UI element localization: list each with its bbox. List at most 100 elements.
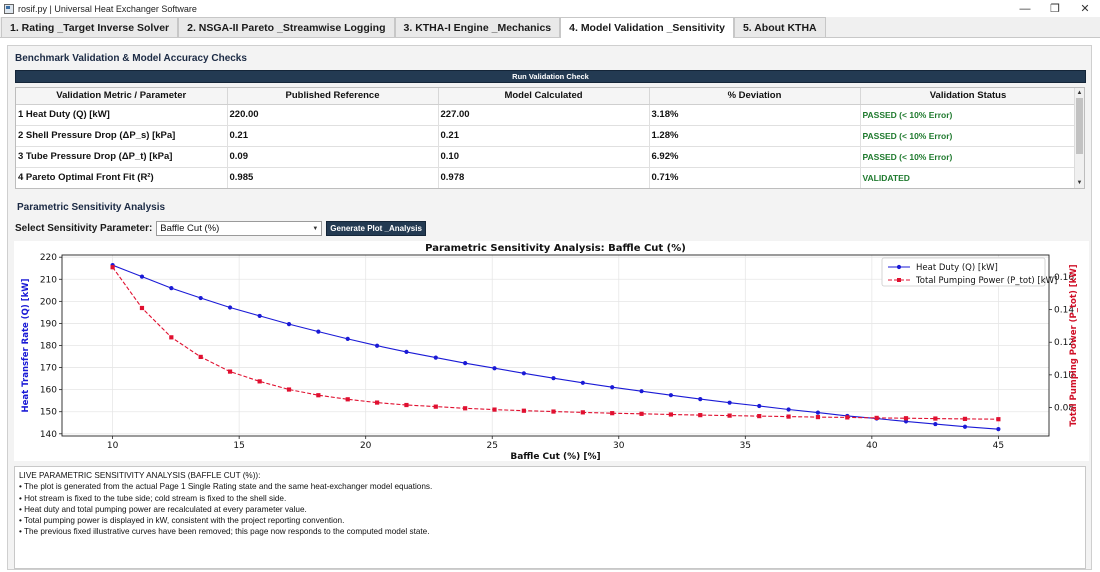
pumping-power-point — [169, 335, 174, 340]
tab-content-panel: Benchmark Validation & Model Accuracy Ch… — [7, 45, 1092, 570]
heat-duty-point — [345, 336, 350, 341]
column-header[interactable]: Model Calculated — [438, 88, 650, 105]
status-cell: PASSED (< 10% Error) — [860, 146, 1077, 168]
validation-table: Validation Metric / Parameter Published … — [15, 87, 1085, 189]
parameter-selector-row: Select Sensitivity Parameter: Baffle Cut… — [15, 221, 426, 236]
heat-duty-point — [698, 397, 703, 402]
sensitivity-chart: 10 15 20 25 30 35 40 45 140 150 160 170 180 190 200 210… — [14, 241, 1089, 462]
legend-marker — [896, 264, 902, 270]
table-header-row: Validation Metric / Parameter Published … — [16, 88, 1077, 105]
heat-duty-point — [286, 321, 292, 327]
heat-duty-point — [996, 427, 1001, 432]
minimize-icon[interactable]: — — [1019, 2, 1031, 15]
heat-duty-point — [962, 424, 968, 429]
pumping-power-point — [286, 387, 292, 392]
scroll-up-icon[interactable]: ▲ — [1076, 90, 1083, 96]
chart-title: Parametric Sensitivity Analysis: Baffle … — [425, 243, 686, 254]
y-left-tick-label: 200 — [40, 297, 57, 307]
y-left-tick-label: 160 — [40, 386, 57, 396]
heat-duty-point — [933, 421, 938, 427]
pumping-power-point — [786, 414, 791, 419]
heat-duty-point — [521, 371, 526, 376]
heat-duty-point — [492, 366, 497, 371]
status-cell: PASSED (< 10% Error) — [860, 104, 1077, 126]
pumping-power-point — [639, 411, 644, 416]
heat-duty-point — [610, 385, 615, 390]
heat-duty-point — [374, 343, 380, 348]
chevron-down-icon[interactable]: ▼ — [312, 225, 319, 232]
table-row[interactable]: 2 Shell Pressure Drop (ΔP_s) [kPa] 0.21 … — [16, 125, 1077, 147]
heat-duty-point — [639, 389, 644, 394]
y-left-tick-label: 210 — [40, 275, 57, 285]
metric-cell: 2 Shell Pressure Drop (ΔP_s) [kPa] — [16, 125, 228, 147]
run-validation-button[interactable]: Run Validation Check — [15, 70, 1086, 83]
calculated-cell: 0.978 — [438, 167, 650, 188]
deviation-cell: 0.71% — [649, 167, 861, 188]
table-row[interactable]: 1 Heat Duty (Q) [kW] 220.00 227.00 3.18%… — [16, 104, 1077, 126]
column-header[interactable]: Validation Metric / Parameter — [16, 88, 228, 105]
pumping-power-point — [463, 406, 468, 411]
select-parameter-label: Select Sensitivity Parameter: — [15, 223, 153, 234]
y-right-tick-label: 0.10 — [1054, 371, 1074, 381]
pumping-power-line — [112, 266, 999, 420]
log-line: • Total pumping power is displayed in kW… — [19, 516, 345, 526]
y-left-tick-label: 180 — [40, 342, 57, 352]
x-tick-label: 15 — [233, 441, 244, 451]
maximize-icon[interactable]: ❐ — [1050, 3, 1060, 15]
x-tick-label: 35 — [740, 441, 751, 451]
validation-section-title: Benchmark Validation & Model Accuracy Ch… — [15, 53, 247, 64]
y-left-tick-label: 190 — [40, 319, 57, 329]
table-row[interactable]: 4 Pareto Optimal Front Fit (R²) 0.985 0.… — [16, 167, 1077, 188]
x-axis-label: Baffle Cut (%) [%] — [510, 452, 600, 461]
column-header[interactable]: Published Reference — [227, 88, 439, 105]
pumping-power-point — [698, 413, 703, 418]
legend-box — [881, 257, 1046, 287]
status-cell: VALIDATED — [860, 167, 1077, 188]
parameter-dropdown[interactable]: Baffle Cut (%) ▼ — [156, 221, 323, 236]
tab-ktha-engine[interactable]: 3. KTHA-I Engine _Mechanics — [394, 17, 561, 37]
table-row[interactable]: 3 Tube Pressure Drop (ΔP_t) [kPa] 0.09 0… — [16, 146, 1077, 168]
x-tick-label: 30 — [613, 441, 625, 451]
heat-duty-point — [580, 380, 585, 385]
tab-model-validation[interactable]: 4. Model Validation _Sensitivity — [560, 17, 734, 38]
y-right-tick-label: 0.12 — [1054, 338, 1074, 348]
pumping-power-point — [433, 404, 438, 409]
heat-duty-point — [316, 329, 321, 334]
metric-cell: 4 Pareto Optimal Front Fit (R²) — [16, 167, 228, 188]
app-icon — [4, 3, 14, 14]
y-axis-label-left: Heat Transfer Rate (Q) [kW] — [21, 278, 31, 412]
scroll-thumb[interactable] — [1076, 98, 1083, 154]
deviation-cell: 6.92% — [649, 146, 861, 168]
pumping-power-point — [727, 413, 732, 418]
pumping-power-point — [996, 417, 1001, 422]
heat-duty-point — [903, 419, 909, 424]
legend-marker — [897, 278, 901, 282]
heat-duty-point — [786, 407, 791, 412]
generate-plot-button[interactable]: Generate Plot _Analysis — [326, 221, 426, 236]
reference-cell: 0.21 — [227, 125, 439, 147]
x-tick-label: 25 — [487, 441, 498, 451]
status-cell: PASSED (< 10% Error) — [860, 125, 1077, 147]
y-axis-label-right: Total Pumping Power (P_tot) [kW] — [1069, 264, 1079, 426]
tab-about-ktha[interactable]: 5. About KTHA — [733, 17, 826, 37]
legend-label: Total Pumping Power (P_tot) [kW] — [915, 276, 1057, 286]
heat-duty-point — [169, 286, 174, 291]
tab-bar: 1. Rating _Target Inverse Solver 2. NSGA… — [0, 17, 1100, 38]
tab-nsga-pareto[interactable]: 2. NSGA-II Pareto _Streamwise Logging — [178, 17, 395, 37]
heat-duty-point — [727, 400, 732, 405]
column-header[interactable]: % Deviation — [649, 88, 861, 105]
y-left-tick-label: 140 — [40, 430, 57, 440]
scroll-down-icon[interactable]: ▼ — [1076, 180, 1083, 186]
tab-rating-inverse-solver[interactable]: 1. Rating _Target Inverse Solver — [1, 17, 179, 37]
table-scrollbar[interactable]: ▲ ▼ — [1074, 88, 1084, 188]
pumping-power-point — [374, 400, 380, 405]
column-header[interactable]: Validation Status — [860, 88, 1077, 105]
heat-duty-point — [757, 403, 762, 409]
pumping-power-point — [551, 409, 556, 414]
pumping-power-point — [257, 379, 262, 384]
close-icon[interactable]: ✕ — [1080, 3, 1090, 15]
title-bar: rosif.py | Universal Heat Exchanger Soft… — [0, 0, 1100, 17]
log-line: • The previous fixed illustrative curves… — [19, 527, 430, 537]
heat-duty-line — [112, 264, 999, 430]
pumping-power-point — [903, 416, 909, 421]
